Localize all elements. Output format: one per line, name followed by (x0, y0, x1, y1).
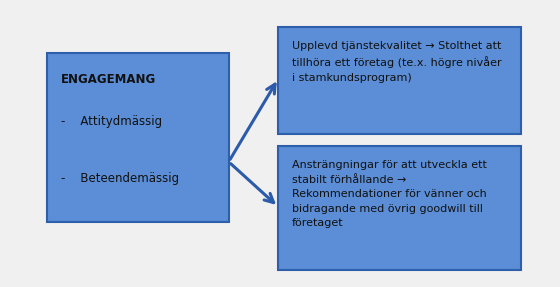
Text: -    Attitydmässig: - Attitydmässig (60, 115, 162, 128)
FancyBboxPatch shape (47, 53, 228, 222)
Text: Ansträngningar för att utveckla ett
stabilt förhållande →
Rekommendationer för v: Ansträngningar för att utveckla ett stab… (292, 160, 487, 228)
FancyBboxPatch shape (278, 146, 521, 270)
Text: -    Beteendemässig: - Beteendemässig (60, 172, 179, 185)
FancyBboxPatch shape (278, 27, 521, 134)
Text: Upplevd tjänstekvalitet → Stolthet att
tillhöra ett företag (te.x. högre nivåer
: Upplevd tjänstekvalitet → Stolthet att t… (292, 41, 502, 83)
Text: ENGAGEMANG: ENGAGEMANG (60, 73, 156, 86)
